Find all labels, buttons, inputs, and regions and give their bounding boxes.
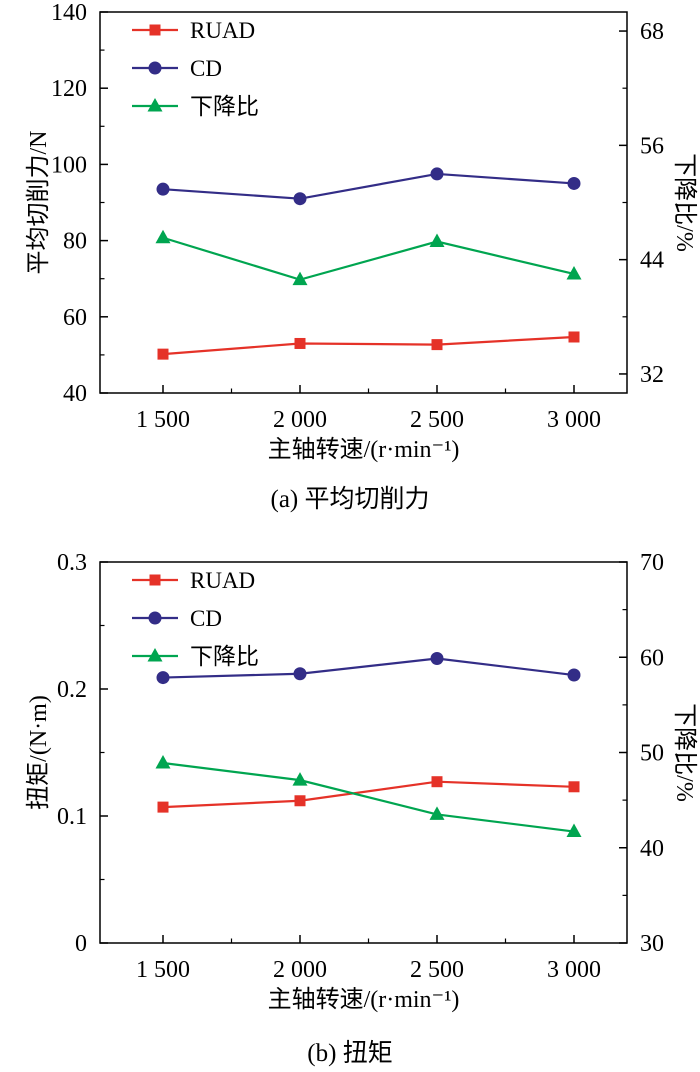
square-marker [157, 348, 169, 360]
square-marker [431, 776, 443, 788]
chart-a-figure: 40 60 80 100 120 140 32 44 56 68 1 500 2 000 2 500 3 … [0, 0, 700, 515]
svg-text:3 000: 3 000 [547, 957, 601, 983]
axes: 40 60 80 100 120 140 32 44 56 68 1 500 2 000 2 500 3 … [25, 0, 698, 463]
svg-text:50: 50 [640, 741, 664, 767]
legend-label: CD [190, 606, 222, 631]
left-axis-title: 平均切削力/N [25, 131, 52, 275]
series-RUAD [157, 331, 580, 360]
circle-marker [148, 611, 162, 625]
svg-text:40: 40 [640, 836, 664, 862]
svg-text:40: 40 [63, 381, 87, 407]
series-CD [156, 652, 581, 685]
triangle-marker [147, 648, 163, 662]
triangle-marker [292, 271, 308, 286]
square-marker [149, 24, 161, 36]
square-marker [568, 331, 580, 343]
triangle-marker [566, 265, 582, 280]
chart-b-canvas: 0 0.1 0.2 0.3 30 40 50 60 70 1 500 2 000 2 500 3 000… [25, 550, 698, 1013]
svg-text:44: 44 [640, 248, 664, 274]
square-marker [568, 781, 580, 793]
circle-marker [567, 668, 581, 682]
right-axis-title: 下降比/% [671, 153, 698, 252]
svg-text:1 500: 1 500 [136, 957, 190, 983]
right-axis-title: 下降比/% [671, 703, 698, 802]
circle-marker [156, 671, 170, 685]
square-marker [157, 801, 169, 813]
series-RUAD [157, 776, 580, 813]
left-axis-title: 扭矩/(N·m) [25, 695, 52, 810]
square-marker [294, 337, 306, 349]
legend-label: 下降比 [190, 94, 259, 119]
triangle-marker [147, 98, 163, 112]
svg-text:32: 32 [640, 362, 664, 388]
circle-marker [293, 667, 307, 681]
circle-marker [293, 192, 307, 206]
svg-text:0.1: 0.1 [57, 804, 87, 830]
legend: RUAD CD 下降比 [132, 18, 259, 119]
triangle-marker [155, 229, 171, 244]
series-下降比 [155, 754, 582, 838]
svg-text:56: 56 [640, 133, 664, 159]
svg-text:2 000: 2 000 [273, 407, 327, 433]
square-marker [294, 795, 306, 807]
square-marker [149, 574, 161, 586]
svg-text:3 000: 3 000 [547, 407, 601, 433]
svg-text:0: 0 [75, 931, 87, 957]
svg-text:80: 80 [63, 229, 87, 255]
legend-label: CD [190, 56, 222, 81]
svg-text:60: 60 [63, 305, 87, 331]
circle-marker [567, 176, 581, 190]
svg-text:120: 120 [51, 76, 87, 102]
svg-text:68: 68 [640, 19, 664, 45]
series-CD [156, 167, 581, 206]
svg-text:70: 70 [640, 550, 664, 576]
x-axis-title: 主轴转速/(r·min⁻¹) [268, 986, 460, 1013]
triangle-marker [429, 806, 445, 820]
svg-text:0.2: 0.2 [57, 677, 87, 703]
svg-text:2 500: 2 500 [410, 407, 464, 433]
svg-text:1 500: 1 500 [136, 407, 190, 433]
x-axis-title: 主轴转速/(r·min⁻¹) [268, 436, 460, 463]
chart-a-caption: (a) 平均切削力 [270, 486, 430, 513]
triangle-marker [155, 754, 171, 769]
legend-label: RUAD [190, 18, 255, 43]
circle-marker [156, 182, 170, 196]
svg-text:0.3: 0.3 [57, 550, 87, 576]
legend-label: 下降比 [190, 644, 259, 669]
axes: 0 0.1 0.2 0.3 30 40 50 60 70 1 500 2 000 2 500 3 000… [25, 550, 698, 1013]
legend: RUAD CD 下降比 [132, 568, 259, 669]
triangle-marker [566, 823, 582, 838]
series-下降比 [155, 229, 582, 286]
legend-label: RUAD [190, 568, 255, 593]
chart-b-caption: (b) 扭矩 [307, 1040, 393, 1067]
triangle-marker [429, 233, 445, 248]
svg-text:2 000: 2 000 [273, 957, 327, 983]
square-marker [431, 339, 443, 351]
svg-text:140: 140 [51, 0, 87, 26]
chart-b-figure: 0 0.1 0.2 0.3 30 40 50 60 70 1 500 2 000 2 500 3 000… [0, 550, 700, 1069]
triangle-marker [292, 772, 308, 786]
circle-marker [430, 167, 444, 181]
svg-text:60: 60 [640, 645, 664, 671]
chart-a-canvas: 40 60 80 100 120 140 32 44 56 68 1 500 2 000 2 500 3 … [25, 0, 698, 463]
circle-marker [148, 61, 162, 75]
circle-marker [430, 652, 444, 666]
svg-text:30: 30 [640, 931, 664, 957]
svg-text:100: 100 [51, 152, 87, 178]
svg-text:2 500: 2 500 [410, 957, 464, 983]
